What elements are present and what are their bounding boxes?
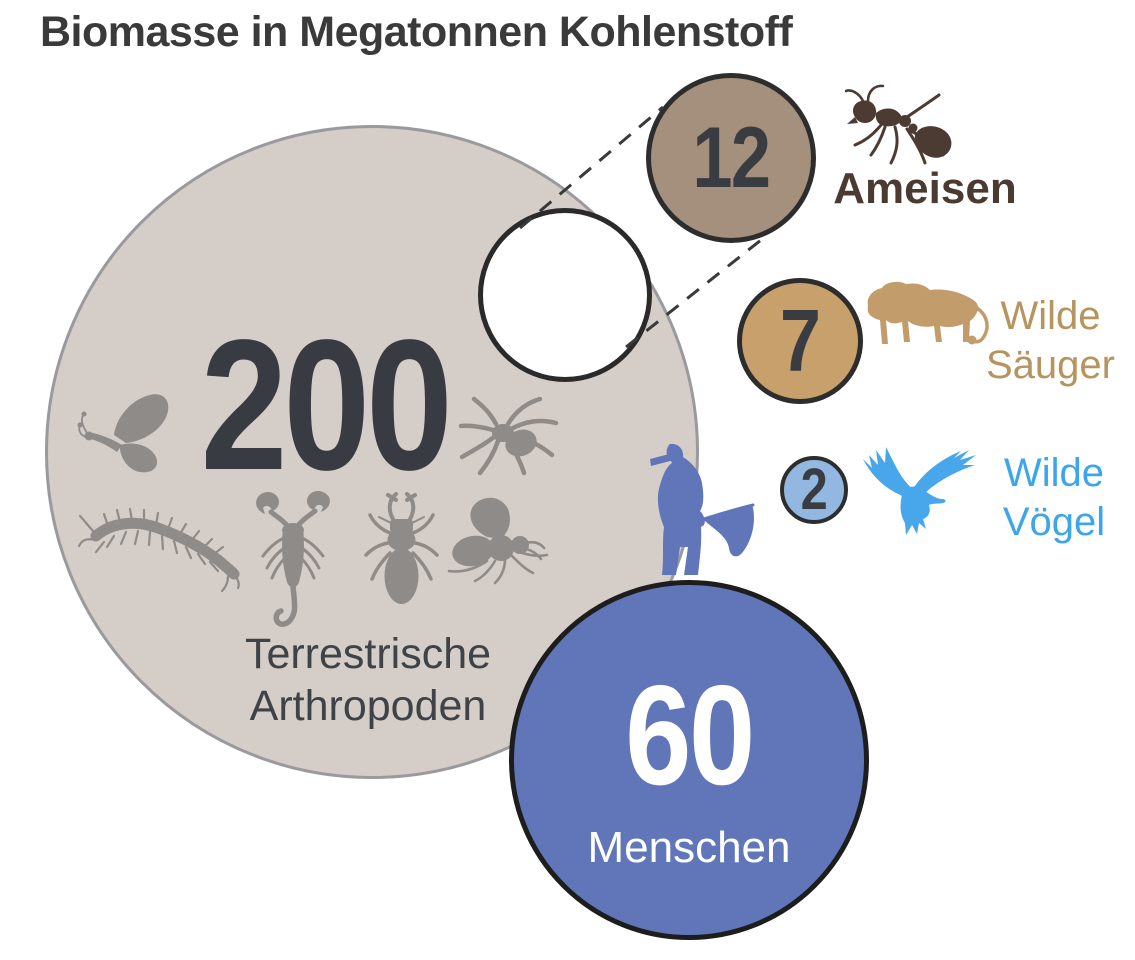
ant-icon [845,84,952,165]
chart-title: Biomasse in Megatonnen Kohlenstoff [40,8,793,56]
ants-label: Ameisen [833,164,1017,213]
wild-mammals-label: Wilde Säuger [986,294,1115,387]
humans-value: 60 [625,656,755,815]
wild-birds-label: Wilde Vögel [1002,451,1106,544]
butterfly-icon [77,394,169,473]
wild-birds-value: 2 [800,457,828,522]
eagle-icon [863,447,976,535]
person-with-net-icon [650,443,755,575]
scorpion-icon [256,490,330,627]
ants-value: 12 [692,110,771,206]
centipede-icon [78,507,240,592]
spider-icon [458,396,559,476]
bubble-humans: 60 Menschen [509,580,869,940]
lion-icon [867,281,989,345]
bubble-wild-mammals: 7 [737,278,863,404]
humans-label: Menschen [587,823,791,872]
arthropods-label: Terrestrische Arthropoden [244,630,492,730]
wild-mammals-value: 7 [779,291,821,390]
magnifier-source-circle [478,208,652,382]
arthropods-value: 200 [200,302,453,509]
bubble-wild-birds: 2 [780,456,848,524]
stag-beetle-icon [364,492,439,604]
bubble-ants: 12 [646,73,816,243]
fly-icon [447,497,549,585]
